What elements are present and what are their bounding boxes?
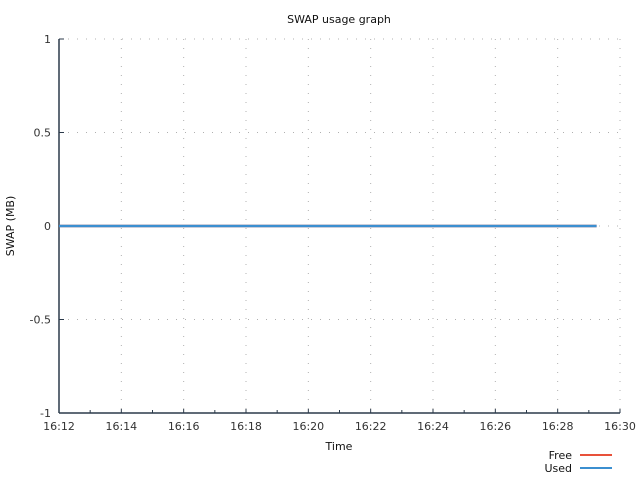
x-axis-title: Time bbox=[325, 440, 353, 453]
x-tick-label: 16:26 bbox=[479, 420, 511, 433]
x-tick-label: 16:12 bbox=[43, 420, 75, 433]
x-axis-ticks: 16:12 16:14 16:16 16:18 16:20 16:22 16:24 16:26… bbox=[43, 409, 636, 433]
x-tick-label: 16:14 bbox=[105, 420, 137, 433]
y-tick-label: -0.5 bbox=[30, 314, 51, 327]
legend-label-used: Used bbox=[544, 462, 572, 475]
x-tick-label: 16:18 bbox=[230, 420, 262, 433]
x-tick-label: 16:30 bbox=[604, 420, 636, 433]
chart-title: SWAP usage graph bbox=[287, 13, 391, 26]
x-tick-label: 16:24 bbox=[417, 420, 449, 433]
legend-label-free: Free bbox=[549, 449, 573, 462]
x-tick-label: 16:20 bbox=[292, 420, 324, 433]
y-tick-label: 0 bbox=[44, 220, 51, 233]
y-axis-title: SWAP (MB) bbox=[4, 196, 17, 257]
y-tick-label: -1 bbox=[40, 407, 51, 420]
x-tick-label: 16:28 bbox=[542, 420, 574, 433]
y-tick-label: 0.5 bbox=[34, 127, 52, 140]
y-tick-label: 1 bbox=[44, 33, 51, 46]
x-tick-label: 16:22 bbox=[355, 420, 387, 433]
x-tick-label: 16:16 bbox=[168, 420, 200, 433]
y-axis-ticks: 1 0.5 0 -0.5 -1 bbox=[30, 33, 64, 420]
